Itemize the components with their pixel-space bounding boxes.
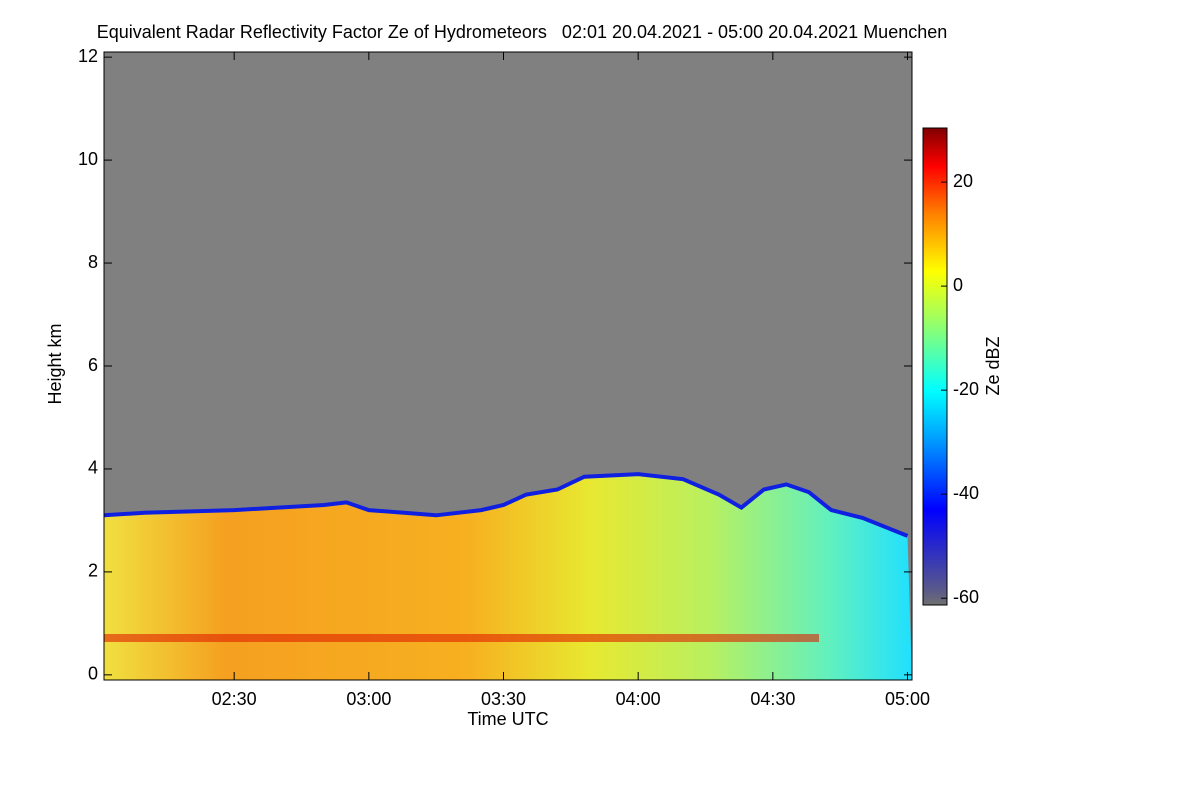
colorbar bbox=[922, 127, 948, 606]
y-tick-label: 10 bbox=[78, 149, 98, 169]
y-axis-label: Height km bbox=[45, 323, 65, 404]
y-tick-label: 8 bbox=[88, 252, 98, 272]
colorbar-label: Ze dBZ bbox=[983, 336, 1003, 395]
colorbar-tick-label: 0 bbox=[953, 275, 963, 295]
x-tick-label: 03:00 bbox=[346, 689, 391, 709]
y-tick-label: 12 bbox=[78, 46, 98, 66]
colorbar-tick-label: 20 bbox=[953, 171, 973, 191]
y-tick-label: 2 bbox=[88, 561, 98, 581]
colorbar-tick-label: -60 bbox=[953, 587, 979, 607]
colorbar-tick-label: -40 bbox=[953, 483, 979, 503]
x-tick-label: 04:30 bbox=[750, 689, 795, 709]
chart-title: Equivalent Radar Reflectivity Factor Ze … bbox=[97, 22, 948, 42]
bright-band bbox=[104, 634, 819, 642]
y-tick-label: 0 bbox=[88, 664, 98, 684]
x-tick-label: 02:30 bbox=[212, 689, 257, 709]
x-tick-label: 04:00 bbox=[616, 689, 661, 709]
x-tick-label: 03:30 bbox=[481, 689, 526, 709]
y-tick-label: 4 bbox=[88, 458, 98, 478]
x-axis-label: Time UTC bbox=[467, 709, 548, 729]
colorbar-tick-label: -20 bbox=[953, 379, 979, 399]
echo-top-edge bbox=[103, 472, 909, 538]
y-tick-label: 6 bbox=[88, 355, 98, 375]
x-tick-label: 05:00 bbox=[885, 689, 930, 709]
echo-region bbox=[104, 474, 912, 680]
